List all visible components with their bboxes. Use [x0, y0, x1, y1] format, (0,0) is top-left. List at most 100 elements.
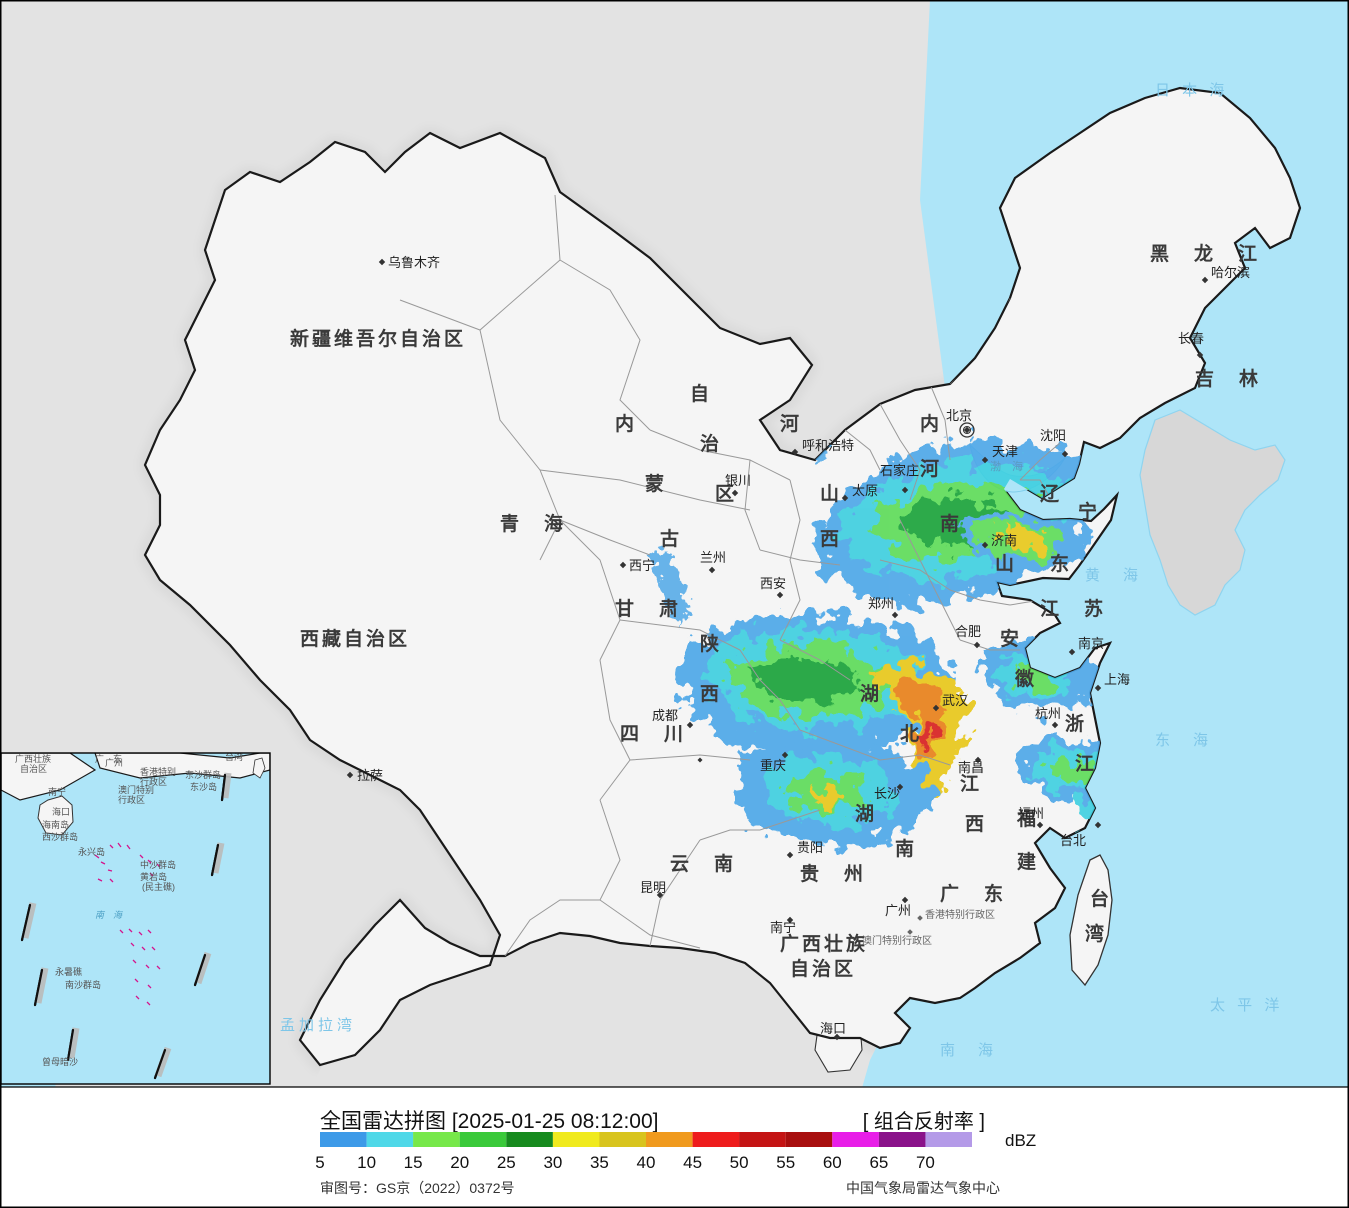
svg-text:建: 建 — [1017, 850, 1039, 873]
svg-text:湖: 湖 — [860, 683, 882, 705]
svg-text:审图号：GS京（2022）0372号: 审图号：GS京（2022）0372号 — [320, 1180, 515, 1196]
svg-text:济南: 济南 — [991, 533, 1017, 548]
svg-text:湾: 湾 — [1085, 922, 1107, 945]
svg-text:南沙群岛: 南沙群岛 — [65, 979, 101, 990]
svg-text:东沙岛: 东沙岛 — [190, 781, 217, 792]
svg-text:45: 45 — [683, 1153, 702, 1172]
svg-text:南: 南 — [895, 838, 917, 860]
svg-text:南京: 南京 — [1078, 636, 1104, 651]
svg-text:福州: 福州 — [1018, 806, 1044, 821]
svg-text:永兴岛: 永兴岛 — [78, 846, 105, 857]
svg-text:北京: 北京 — [946, 408, 972, 423]
svg-text:西宁: 西宁 — [629, 558, 655, 573]
svg-text:古: 古 — [660, 527, 682, 550]
svg-text:呼和浩特: 呼和浩特 — [802, 438, 854, 453]
svg-text:日 本 海: 日 本 海 — [1155, 82, 1228, 99]
svg-text:70: 70 — [916, 1153, 935, 1172]
svg-text:长春: 长春 — [1178, 331, 1204, 346]
svg-text:西安: 西安 — [760, 576, 786, 591]
svg-text:5: 5 — [315, 1153, 324, 1172]
svg-text:渤 海: 渤 海 — [990, 459, 1023, 473]
svg-text:35: 35 — [590, 1153, 609, 1172]
svg-text:澳门特别: 澳门特别 — [118, 784, 154, 795]
svg-text:广西壮族: 广西壮族 — [780, 932, 868, 955]
svg-text:南 海: 南 海 — [940, 1042, 997, 1059]
svg-text:黄 海: 黄 海 — [1085, 567, 1142, 584]
svg-text:广州: 广州 — [885, 903, 911, 918]
svg-text:哈尔滨: 哈尔滨 — [1211, 265, 1250, 280]
svg-text:15: 15 — [404, 1153, 423, 1172]
svg-text:贵阳: 贵阳 — [797, 840, 823, 855]
svg-text:西: 西 — [965, 814, 987, 835]
svg-text:河: 河 — [920, 458, 942, 480]
svg-text:曾母暗沙: 曾母暗沙 — [42, 1056, 78, 1067]
svg-text:江: 江 — [1075, 753, 1097, 775]
svg-text:山: 山 — [820, 483, 842, 505]
svg-text:陕: 陕 — [700, 632, 722, 655]
svg-text:25: 25 — [497, 1153, 516, 1172]
svg-text:自治区: 自治区 — [20, 763, 47, 774]
svg-text:武汉: 武汉 — [942, 693, 968, 708]
svg-text:黑 龙 江: 黑 龙 江 — [1150, 242, 1260, 265]
svg-text:海南岛: 海南岛 — [42, 819, 69, 830]
svg-text:东 海: 东 海 — [1155, 732, 1212, 749]
svg-text:南 海: 南 海 — [95, 910, 124, 920]
svg-text:郑州: 郑州 — [868, 596, 894, 611]
svg-text:安: 安 — [1000, 627, 1022, 650]
svg-text:60: 60 — [823, 1153, 842, 1172]
svg-text:长沙: 长沙 — [874, 786, 900, 801]
svg-text:孟加拉湾: 孟加拉湾 — [280, 1017, 356, 1034]
svg-text:55: 55 — [776, 1153, 795, 1172]
svg-text:西沙群岛: 西沙群岛 — [42, 831, 78, 842]
svg-text:蒙: 蒙 — [645, 473, 667, 495]
svg-text:江: 江 — [960, 773, 982, 795]
svg-text:辽: 辽 — [1040, 483, 1062, 505]
svg-text:北: 北 — [900, 723, 922, 745]
svg-text:成都: 成都 — [652, 708, 678, 723]
svg-text:徽: 徽 — [1014, 667, 1037, 690]
svg-text:20: 20 — [450, 1153, 469, 1172]
svg-text:上海: 上海 — [1104, 672, 1130, 687]
svg-text:昆明: 昆明 — [640, 880, 666, 895]
svg-text:新疆维吾尔自治区: 新疆维吾尔自治区 — [290, 327, 466, 350]
svg-text:永暑礁: 永暑礁 — [55, 966, 82, 977]
svg-text:台北: 台北 — [1060, 833, 1086, 848]
svg-text:南昌: 南昌 — [958, 760, 984, 775]
svg-text:海口: 海口 — [52, 806, 70, 817]
svg-text:银川: 银川 — [725, 473, 751, 488]
svg-text:行政区: 行政区 — [118, 794, 145, 805]
svg-text:澳门特别行政区: 澳门特别行政区 — [862, 934, 932, 947]
svg-text:拉萨: 拉萨 — [357, 768, 383, 783]
svg-text:乌鲁木齐: 乌鲁木齐 — [388, 255, 440, 270]
svg-text:内: 内 — [615, 412, 637, 435]
svg-text:合肥: 合肥 — [955, 624, 981, 639]
svg-text:黄岩岛: 黄岩岛 — [140, 871, 167, 882]
svg-text:石家庄: 石家庄 — [880, 463, 919, 478]
svg-text:西: 西 — [700, 684, 722, 705]
svg-text:(民主礁): (民主礁) — [142, 881, 175, 892]
svg-text:65: 65 — [869, 1153, 888, 1172]
svg-text:东沙群岛: 东沙群岛 — [185, 769, 221, 780]
svg-text:贵 州: 贵 州 — [800, 863, 866, 885]
svg-text:南宁: 南宁 — [48, 786, 66, 797]
svg-text:40: 40 — [637, 1153, 656, 1172]
svg-text:甘 肃: 甘 肃 — [615, 597, 681, 620]
svg-text:[ 组合反射率 ]: [ 组合反射率 ] — [863, 1110, 985, 1133]
svg-text:台: 台 — [1090, 887, 1112, 910]
svg-text:杭州: 杭州 — [1035, 706, 1061, 721]
svg-text:50: 50 — [730, 1153, 749, 1172]
svg-text:云 南: 云 南 — [670, 853, 736, 875]
svg-text:东: 东 — [1050, 552, 1072, 575]
svg-text:湖: 湖 — [855, 803, 877, 825]
svg-text:山: 山 — [995, 553, 1017, 575]
svg-text:中沙群岛: 中沙群岛 — [140, 859, 176, 870]
svg-text:10: 10 — [357, 1153, 376, 1172]
svg-text:西: 西 — [820, 529, 842, 550]
svg-text:香港特别: 香港特别 — [140, 766, 176, 777]
svg-text:dBZ: dBZ — [1005, 1131, 1036, 1150]
svg-text:30: 30 — [543, 1153, 562, 1172]
svg-text:太原: 太原 — [852, 483, 878, 498]
svg-text:浙: 浙 — [1065, 712, 1087, 735]
svg-text:重庆: 重庆 — [760, 758, 786, 773]
svg-text:广 东: 广 东 — [940, 882, 1006, 905]
